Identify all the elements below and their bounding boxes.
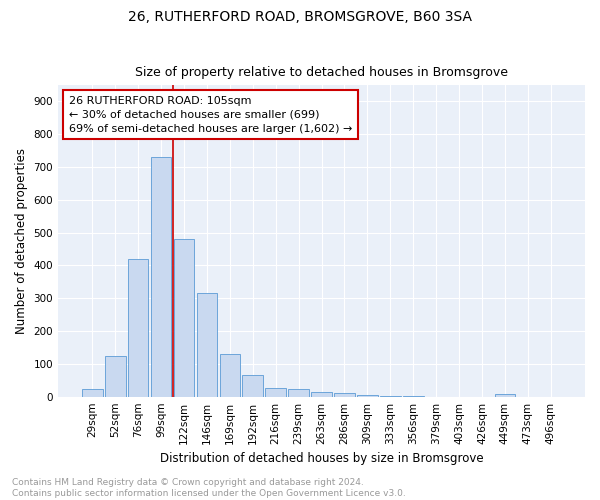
Bar — [197, 294, 217, 397]
Bar — [311, 392, 332, 396]
Bar — [265, 388, 286, 396]
Bar — [105, 356, 125, 397]
Bar — [494, 394, 515, 396]
Bar — [242, 376, 263, 396]
Bar — [151, 157, 172, 396]
Bar — [82, 390, 103, 396]
Text: 26, RUTHERFORD ROAD, BROMSGROVE, B60 3SA: 26, RUTHERFORD ROAD, BROMSGROVE, B60 3SA — [128, 10, 472, 24]
Title: Size of property relative to detached houses in Bromsgrove: Size of property relative to detached ho… — [135, 66, 508, 80]
Text: 26 RUTHERFORD ROAD: 105sqm
← 30% of detached houses are smaller (699)
69% of sem: 26 RUTHERFORD ROAD: 105sqm ← 30% of deta… — [68, 96, 352, 134]
Text: Contains HM Land Registry data © Crown copyright and database right 2024.
Contai: Contains HM Land Registry data © Crown c… — [12, 478, 406, 498]
Bar — [288, 390, 309, 396]
Bar — [334, 394, 355, 396]
Bar — [173, 239, 194, 396]
Bar — [128, 259, 148, 396]
Y-axis label: Number of detached properties: Number of detached properties — [15, 148, 28, 334]
X-axis label: Distribution of detached houses by size in Bromsgrove: Distribution of detached houses by size … — [160, 452, 484, 465]
Bar — [220, 354, 240, 397]
